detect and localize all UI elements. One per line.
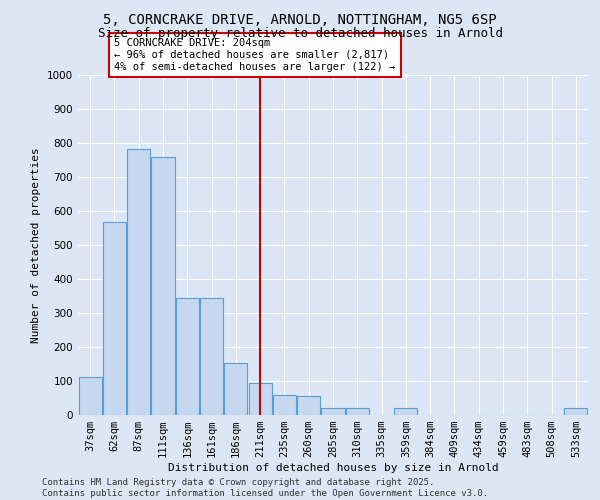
Text: Contains HM Land Registry data © Crown copyright and database right 2025.
Contai: Contains HM Land Registry data © Crown c… [42,478,488,498]
Bar [346,408,369,415]
Bar [79,378,101,415]
Bar [273,396,296,415]
Text: Size of property relative to detached houses in Arnold: Size of property relative to detached ho… [97,28,503,40]
Bar [127,149,150,415]
Text: 5 CORNCRAKE DRIVE: 204sqm
← 96% of detached houses are smaller (2,817)
4% of sem: 5 CORNCRAKE DRIVE: 204sqm ← 96% of detac… [115,38,395,72]
Bar [103,222,126,415]
Bar [394,408,418,415]
Text: 5, CORNCRAKE DRIVE, ARNOLD, NOTTINGHAM, NG5 6SP: 5, CORNCRAKE DRIVE, ARNOLD, NOTTINGHAM, … [103,12,497,26]
Bar [200,298,223,415]
Y-axis label: Number of detached properties: Number of detached properties [31,147,41,343]
Bar [297,396,320,415]
Bar [322,408,344,415]
Bar [248,382,272,415]
Bar [224,364,247,415]
Bar [176,298,199,415]
Bar [151,158,175,415]
Bar [565,408,587,415]
X-axis label: Distribution of detached houses by size in Arnold: Distribution of detached houses by size … [167,463,499,473]
